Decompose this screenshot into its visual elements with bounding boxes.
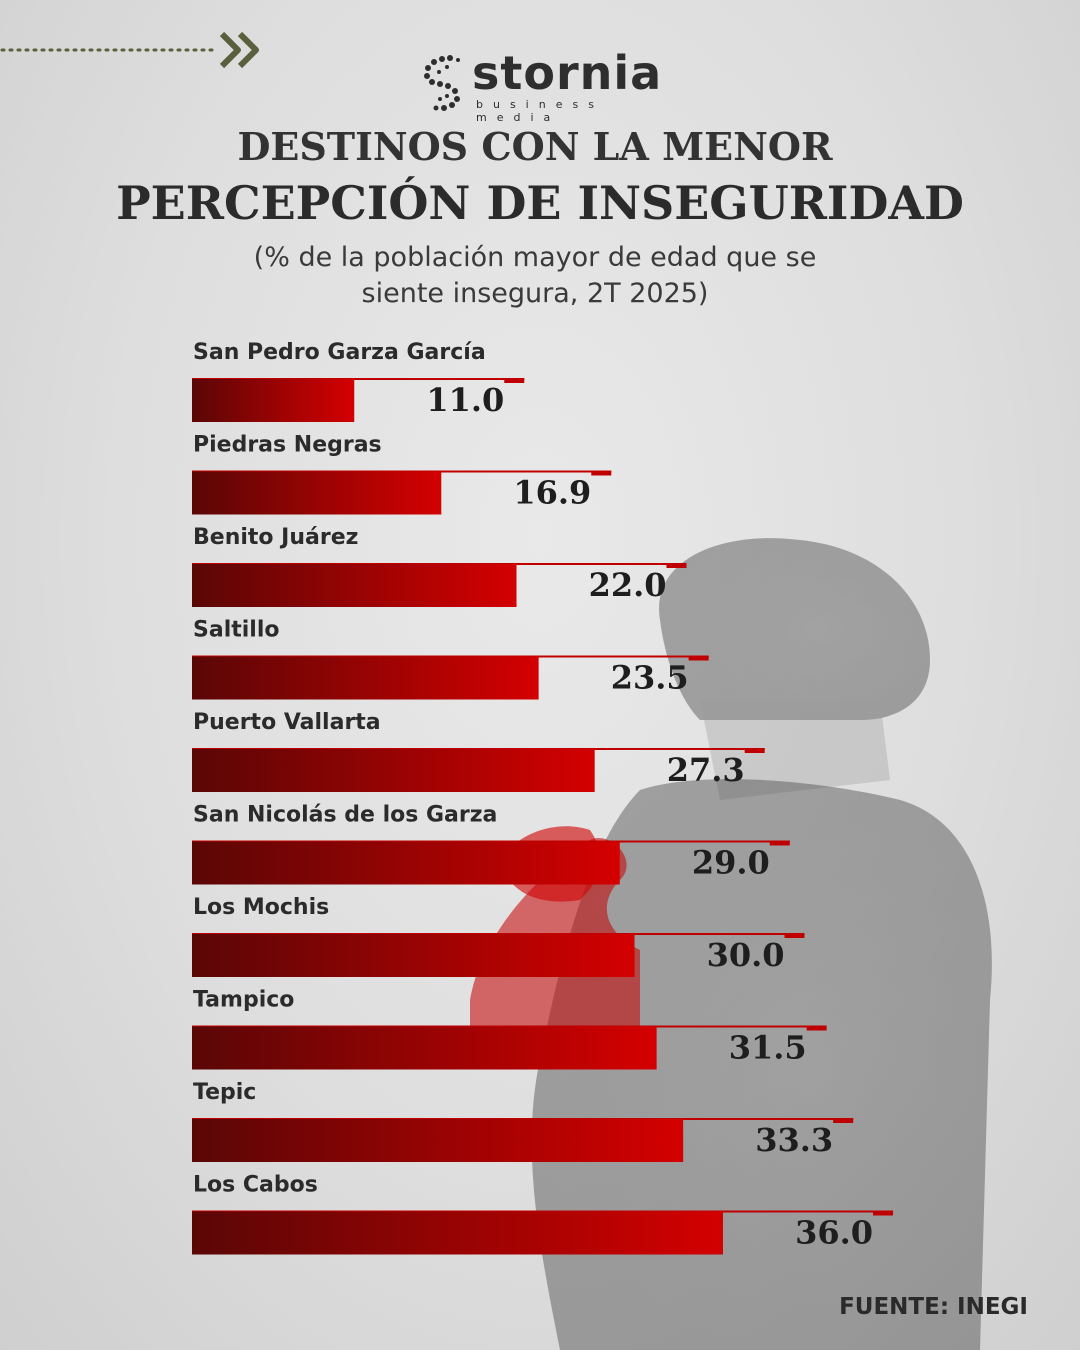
brand-logo: stornia business media: [420, 46, 680, 124]
bar-value-label: 16.9: [513, 474, 591, 512]
bar-value-label: 31.5: [729, 1029, 807, 1067]
bar-accent-tab: [873, 1210, 893, 1216]
bar: [192, 564, 517, 607]
category-label: Los Mochis: [193, 895, 329, 920]
stornia-logo-icon: [424, 55, 460, 111]
bar-accent-tab: [504, 378, 525, 383]
chart-title-line-2: PERCEPCIÓN DE INSEGURIDAD: [116, 176, 964, 230]
chart-title-line-1: DESTINOS CON LA MENOR: [237, 124, 833, 169]
brand-name: stornia: [472, 46, 663, 100]
bar-accent-tab: [688, 655, 709, 661]
subtitle-line-2: siente insegura, 2T 2025): [361, 278, 709, 309]
bar-value-label: 22.0: [589, 566, 667, 604]
bar-accent-tab: [806, 1025, 827, 1031]
bar-value-label: 11.0: [426, 381, 504, 419]
bar-value-label: 23.5: [611, 659, 689, 697]
bar-accent-tab: [591, 470, 612, 476]
bar-value-label: 29.0: [692, 844, 770, 882]
category-label: San Pedro Garza García: [193, 340, 486, 365]
category-label: San Nicolás de los Garza: [193, 803, 497, 828]
bar-accent-tab: [744, 748, 765, 753]
bar-value-label: 33.3: [755, 1121, 833, 1159]
bar-accent-tab: [784, 933, 805, 938]
bar: [192, 1026, 657, 1070]
bar-accent-tab: [833, 1118, 854, 1123]
bar: [192, 379, 355, 422]
bar: [192, 841, 620, 885]
bar: [192, 934, 635, 977]
brand-tagline: business media: [476, 98, 604, 124]
category-label: Benito Juárez: [193, 525, 358, 550]
category-label: Tepic: [193, 1080, 256, 1105]
category-label: Los Cabos: [193, 1173, 318, 1198]
category-label: Puerto Vallarta: [193, 710, 381, 735]
category-label: Piedras Negras: [193, 433, 382, 458]
bar: [192, 749, 595, 792]
source-note: FUENTE: INEGI: [839, 1294, 1028, 1320]
bar-value-label: 30.0: [707, 936, 785, 974]
bar-value-label: 27.3: [667, 751, 745, 789]
dotted-arrow-decoration: [0, 31, 259, 69]
chart-subtitle: (% de la población mayor de edad que se …: [230, 240, 840, 312]
bar-value-label: 36.0: [795, 1214, 873, 1252]
category-label: Saltillo: [193, 618, 280, 643]
bar-accent-tab: [666, 563, 687, 568]
bar: [192, 656, 539, 700]
subtitle-line-1: (% de la población mayor de edad que se: [253, 242, 817, 273]
bar: [192, 471, 442, 515]
bar: [192, 1211, 723, 1255]
category-label: Tampico: [193, 988, 294, 1013]
bar: [192, 1119, 684, 1162]
bar-accent-tab: [769, 840, 790, 846]
